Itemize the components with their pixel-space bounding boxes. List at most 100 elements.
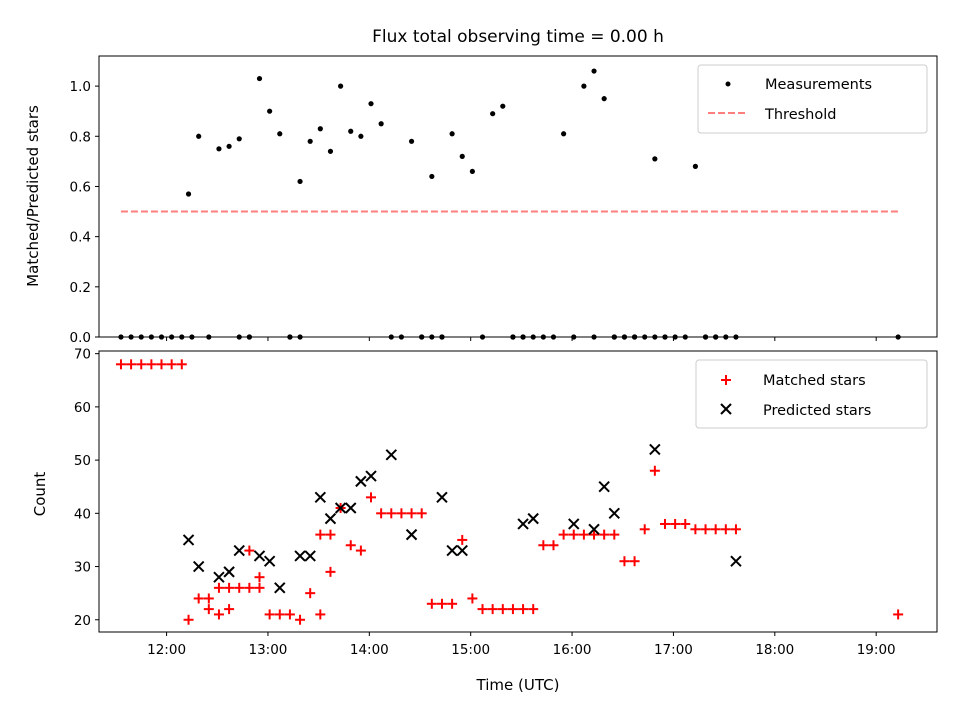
matched-star-point	[619, 556, 630, 567]
bottom-y-tick-label: 30	[74, 560, 91, 576]
matched-star-point	[558, 529, 569, 540]
predicted-star-point	[365, 470, 377, 482]
matched-star-point	[893, 609, 904, 620]
x-tick-label: 16:00	[553, 642, 592, 658]
measurement-point	[267, 108, 273, 114]
matched-star-point	[315, 529, 326, 540]
predicted-star-point	[730, 555, 742, 567]
matched-star-point	[136, 359, 147, 370]
predicted-star-point	[649, 443, 661, 456]
predicted-star-point	[588, 523, 600, 535]
predicted-star-point	[436, 491, 448, 504]
matched-star-point	[325, 529, 336, 540]
matched-star-point	[680, 518, 691, 529]
top-y-tick-label: 0.0	[70, 330, 91, 346]
top-y-tick-label: 0.6	[70, 179, 91, 195]
matched-star-point	[176, 359, 187, 370]
predicted-star-point	[263, 555, 276, 567]
bottom-axes-frame	[98, 350, 938, 633]
matched-star-point	[710, 524, 721, 535]
matched-star-point	[224, 582, 235, 593]
matched-star-point	[649, 465, 660, 476]
matched-star-point	[284, 609, 295, 620]
matched-star-point	[477, 604, 488, 615]
matched-star-point	[659, 518, 670, 529]
matched-star-point	[376, 508, 387, 519]
matched-star-point	[720, 524, 731, 535]
measurement-point	[692, 163, 698, 169]
chart-title: Flux total observing time = 0.00 h	[372, 27, 664, 47]
measurement-point	[469, 168, 475, 175]
x-tick-label: 15:00	[451, 642, 490, 658]
predicted-star-point	[274, 582, 286, 594]
legend-measurements-marker	[725, 81, 731, 87]
matched-star-point	[183, 614, 194, 625]
bottom-legend-frame	[695, 359, 928, 429]
x-tick-label: 13:00	[248, 642, 287, 658]
top-axes-frame	[98, 55, 938, 338]
matched-star-point	[578, 529, 589, 540]
matched-star-point	[126, 359, 137, 370]
predicted-star-point	[233, 544, 245, 557]
legend-predicted-label: Predicted stars	[763, 403, 871, 419]
predicted-star-point	[456, 544, 468, 557]
predicted-star-point	[182, 534, 195, 546]
measurement-point	[368, 101, 374, 107]
bottom-y-tick-label: 50	[74, 453, 91, 469]
predicted-star-point	[385, 449, 397, 461]
matched-star-point	[203, 593, 214, 604]
measurement-point	[429, 173, 435, 180]
x-tick-label: 19:00	[857, 642, 896, 658]
bottom-legend: Matched stars Predicted stars	[695, 359, 928, 429]
matched-star-point	[264, 609, 275, 620]
matched-star-point	[528, 604, 539, 615]
measurement-point	[297, 178, 303, 185]
matched-star-point	[599, 529, 610, 540]
matched-star-point	[355, 545, 366, 556]
matched-star-point	[213, 582, 224, 593]
predicted-star-point	[334, 502, 347, 514]
matched-star-point	[447, 598, 458, 609]
measurement-point	[196, 133, 202, 139]
matched-star-point	[730, 524, 741, 535]
matched-star-point	[629, 556, 640, 567]
measurement-point	[601, 96, 607, 102]
predicted-star-point	[527, 512, 539, 525]
top-y-axis-label: Matched/Predicted stars	[24, 105, 42, 287]
matched-star-point	[203, 604, 214, 615]
top-y-tick-label: 0.4	[70, 230, 91, 246]
measurement-point	[216, 146, 222, 152]
measurement-point	[327, 148, 334, 154]
matched-star-point	[467, 593, 478, 604]
matched-star-point	[254, 582, 265, 593]
matched-star-point	[538, 540, 549, 551]
matched-star-point	[426, 598, 437, 609]
legend-matched-label: Matched stars	[763, 373, 866, 389]
matched-star-point	[487, 604, 498, 615]
top-legend: Measurements Threshold	[697, 64, 928, 134]
matched-star-point	[213, 609, 224, 620]
measurement-point	[449, 131, 455, 137]
matched-star-point	[193, 593, 204, 604]
matched-star-point	[700, 524, 711, 535]
measurement-point	[591, 68, 597, 74]
predicted-star-point	[345, 502, 357, 514]
predicted-star-point	[253, 550, 266, 562]
matched-star-point	[609, 529, 620, 540]
bottom-y-tick-label: 40	[74, 506, 91, 522]
x-tick-label: 18:00	[755, 642, 794, 658]
matched-star-point	[589, 529, 600, 540]
predicted-star-point	[213, 571, 225, 583]
top-legend-frame	[697, 64, 928, 134]
matched-star-point	[497, 604, 508, 615]
matched-star-point	[457, 534, 468, 545]
matched-star-point	[345, 540, 356, 551]
matched-star-point	[325, 566, 336, 577]
matched-star-point	[115, 359, 126, 370]
bottom-y-tick-label: 20	[74, 613, 91, 629]
measurement-point	[500, 103, 506, 109]
matched-star-point	[156, 359, 167, 370]
predicted-star-point	[405, 528, 418, 541]
measurement-point	[256, 75, 263, 82]
bottom-plot-area: 20 30 40 50 60 70 12:00 13:00 14:00 15:00 16:00 17:…	[74, 347, 904, 658]
